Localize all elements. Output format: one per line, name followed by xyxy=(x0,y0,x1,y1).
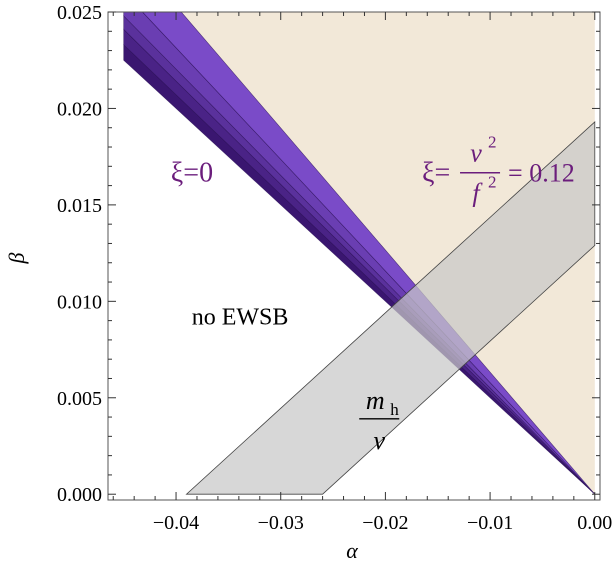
annotation-xi-value: ξ=v 2f 2 = 0.12 xyxy=(422,133,575,208)
annotation-no-ewsb: no EWSB xyxy=(192,304,289,330)
annotation-xi-zero: ξ=0 xyxy=(171,158,213,189)
xi-prefix: ξ= xyxy=(422,158,450,189)
x-tick-label: −0.04 xyxy=(153,512,199,534)
y-axis-title: β xyxy=(4,252,29,264)
x-tick-label: −0.01 xyxy=(467,512,513,534)
mh-band xyxy=(185,120,596,495)
mh-numerator: m xyxy=(366,386,385,415)
y-tick-label: 0.010 xyxy=(57,291,102,313)
xi-suffix: = 0.12 xyxy=(508,159,575,188)
x-tick-label: −0.03 xyxy=(258,512,304,534)
xi-numerator-sup: 2 xyxy=(488,133,497,152)
x-tick-label: 0.00 xyxy=(577,512,612,534)
y-tick-label: 0.015 xyxy=(57,195,102,217)
y-tick-label: 0.005 xyxy=(57,388,102,410)
plot-area xyxy=(123,11,596,495)
xi-denominator-sup: 2 xyxy=(488,173,497,192)
mh-denominator: v xyxy=(373,426,385,455)
y-tick-label: 0.020 xyxy=(57,98,102,120)
x-tick-label: −0.02 xyxy=(362,512,408,534)
xi-numerator: v xyxy=(470,139,482,168)
y-tick-label: 0.000 xyxy=(57,484,102,506)
plot-frame xyxy=(107,11,601,501)
x-axis-title: α xyxy=(346,538,358,563)
annotation-mh-over-v: m hv xyxy=(359,386,400,455)
mh-numerator-sub: h xyxy=(390,400,399,419)
axes: −0.04 −0.03 −0.02 −0.01 0.00 0.000 0.005 0.010 0… xyxy=(57,2,612,534)
y-tick-label: 0.025 xyxy=(57,2,102,24)
xi-denominator: f xyxy=(472,179,483,208)
